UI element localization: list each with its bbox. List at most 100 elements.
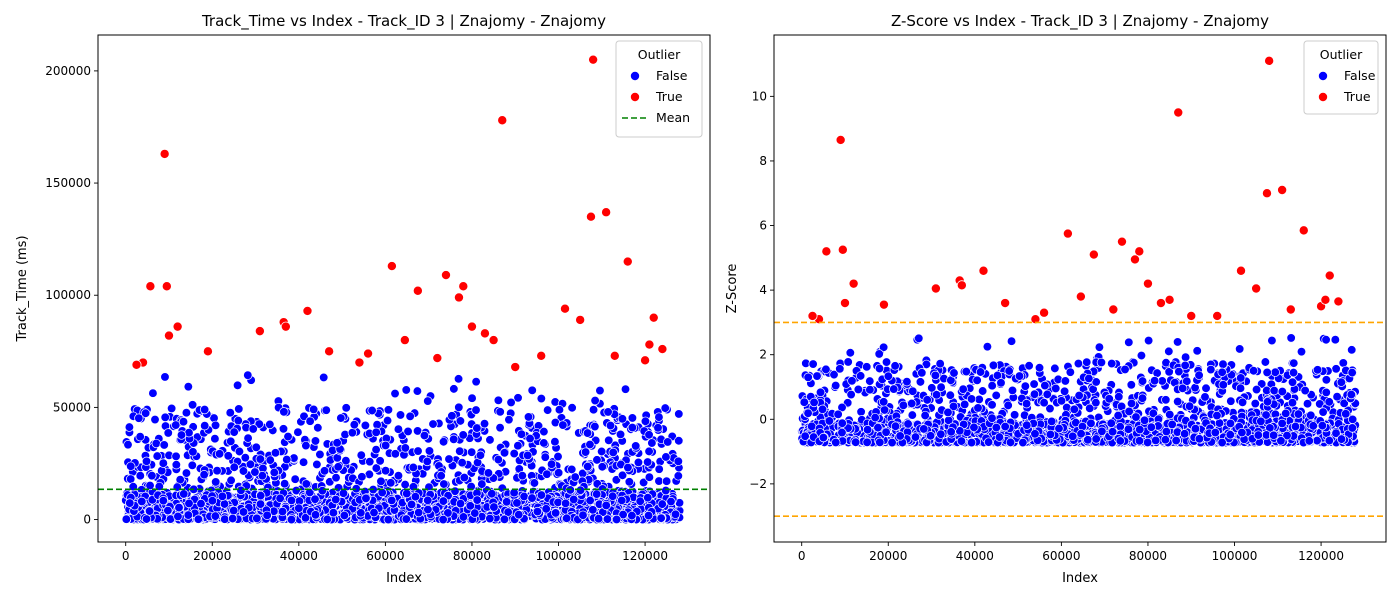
point-false [196, 499, 206, 509]
point-true [479, 328, 490, 339]
point-true [399, 335, 410, 346]
point-false [383, 405, 394, 415]
point-false [1182, 376, 1192, 386]
point-false [847, 376, 857, 386]
point-false [807, 421, 817, 432]
point-false [1172, 337, 1183, 347]
point-false [483, 468, 494, 478]
point-false [1180, 352, 1191, 362]
point-false [512, 498, 522, 508]
point-true [560, 303, 571, 314]
point-false [248, 424, 258, 434]
point-false [338, 488, 349, 498]
point-false [233, 415, 243, 426]
point-false [495, 423, 505, 433]
point-false [506, 397, 516, 408]
point-false [158, 458, 168, 468]
point-false [513, 441, 523, 451]
point-false [1161, 395, 1171, 405]
point-false [1336, 377, 1346, 387]
point-false [644, 472, 655, 482]
point-false [1277, 386, 1287, 397]
point-false [475, 450, 486, 460]
point-true [324, 346, 335, 357]
point-true [412, 285, 423, 296]
point-false [542, 405, 553, 415]
point-false [413, 446, 423, 456]
point-false [458, 512, 469, 522]
point-false [1091, 398, 1101, 408]
point-false [539, 426, 549, 437]
point-false [1006, 336, 1017, 346]
point-false [126, 474, 136, 484]
point-false [1114, 392, 1124, 402]
point-false [465, 501, 475, 511]
point-false [936, 382, 946, 392]
point-false [1236, 373, 1246, 383]
point-true [536, 350, 547, 361]
point-false [243, 433, 253, 443]
point-false [553, 451, 563, 462]
point-true [497, 115, 508, 126]
point-false [1190, 383, 1200, 393]
point-false [674, 409, 684, 419]
point-false [562, 513, 572, 523]
point-false [225, 408, 235, 418]
point-false [472, 423, 482, 433]
point-false [286, 514, 297, 525]
point-false [567, 464, 577, 475]
point-false [1218, 359, 1228, 369]
point-false [647, 438, 657, 448]
point-false [1045, 403, 1055, 414]
point-false [666, 496, 676, 507]
point-false [298, 457, 309, 467]
point-false [1084, 373, 1094, 384]
point-false [1021, 399, 1032, 409]
point-false [1085, 403, 1095, 413]
point-true [145, 281, 156, 292]
point-true [622, 256, 633, 267]
point-false [1251, 384, 1262, 395]
point-false [250, 467, 260, 477]
point-false [580, 447, 591, 457]
point-false [286, 495, 297, 506]
point-false [1143, 335, 1154, 346]
point-false [144, 506, 155, 516]
point-false [255, 454, 265, 464]
x-tick-label: 100000 [536, 549, 582, 563]
point-false [471, 405, 481, 415]
point-false [1312, 365, 1323, 375]
point-false [1120, 364, 1130, 375]
x-axis-label: Index [386, 571, 422, 586]
point-true [609, 350, 620, 361]
point-false [558, 420, 568, 430]
point-false [243, 370, 253, 380]
point-true [131, 359, 142, 370]
point-false [1201, 383, 1211, 393]
point-false [256, 490, 266, 501]
point-false [210, 511, 220, 521]
point-false [644, 430, 654, 440]
x-tick-label: 60000 [366, 549, 404, 563]
point-false [553, 497, 563, 508]
point-false [523, 412, 534, 422]
point-false [290, 474, 300, 484]
point-false [670, 509, 681, 519]
legend-false-swatch [630, 71, 641, 82]
point-false [644, 446, 654, 457]
point-false [578, 510, 588, 520]
point-false [312, 459, 322, 470]
point-false [812, 371, 822, 381]
point-false [604, 435, 614, 445]
point-false [265, 455, 275, 465]
point-false [310, 494, 320, 504]
point-false [371, 427, 381, 437]
point-false [123, 440, 133, 450]
point-false [278, 424, 289, 434]
point-false [477, 479, 487, 489]
point-false [1331, 364, 1341, 374]
point-false [360, 420, 371, 431]
point-false [856, 407, 866, 417]
point-false [862, 362, 872, 372]
